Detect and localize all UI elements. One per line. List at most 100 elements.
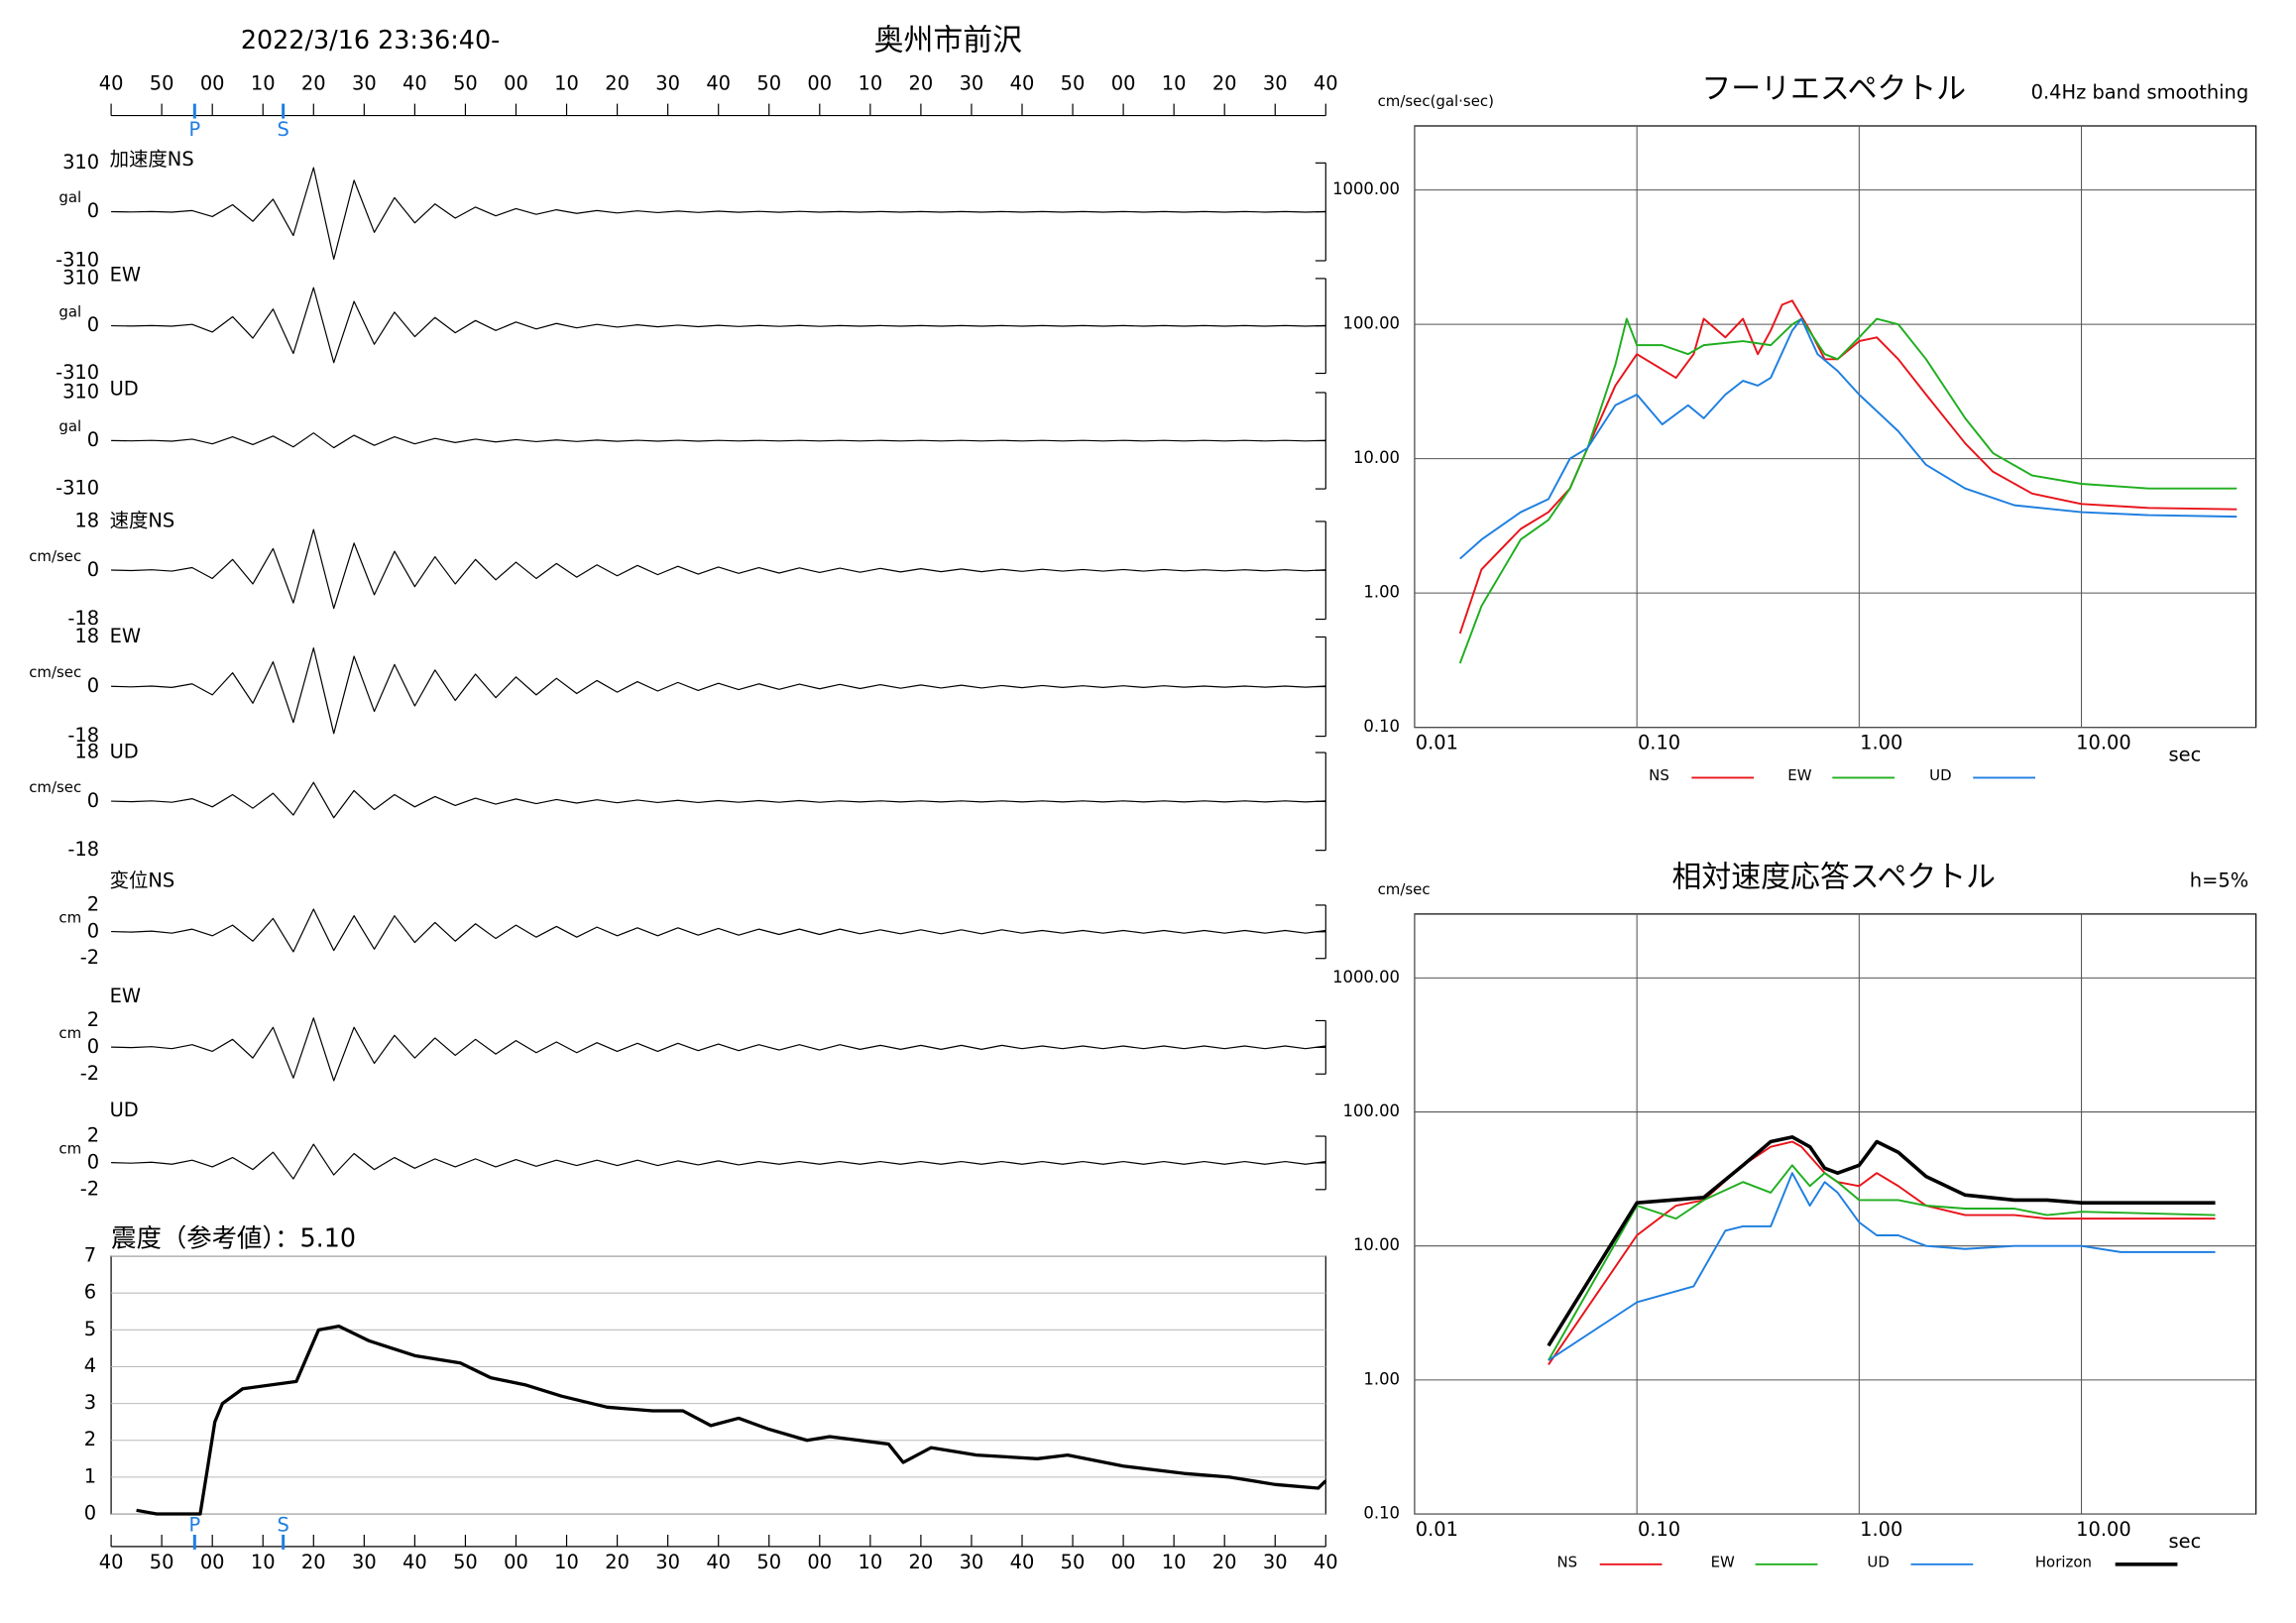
y-tick-label: -2 [80,946,99,969]
chart-title: 相対速度応答スペクトル [1672,861,1997,895]
legend-label: NS [1557,1553,1578,1570]
unit-label: gal [58,302,81,320]
x-tick-label: 30 [352,1551,377,1573]
x-axis-label: sec [2169,1530,2202,1553]
y-tick-label: 1000.00 [1332,968,1400,986]
x-tick-label: 00 [807,1551,832,1573]
legend-label: UD [1867,1553,1889,1570]
y-tick-label: 18 [74,625,99,647]
chart-subtitle: 0.4Hz band smoothing [2031,81,2249,104]
x-tick-label: 30 [352,72,377,95]
unit-label: cm [58,908,81,926]
y-tick-label: 18 [74,741,99,763]
subtitle: 2022/3/16 23:36:40- [241,25,500,55]
chart-title: 震度（参考値）：5.10 [111,1223,356,1253]
x-tick-label: 20 [605,1551,630,1573]
x-tick-label: 30 [655,1551,680,1573]
y-tick-label: -310 [56,361,99,384]
y-tick-label: 310 [62,151,99,174]
y-tick-label: -2 [80,1177,99,1200]
y-tick-label: 100.00 [1343,1101,1400,1120]
x-tick-label: 40 [402,72,427,95]
x-tick-label: 50 [756,1551,781,1573]
x-tick-label: 1.00 [1860,732,1902,754]
unit-label: gal [58,417,81,435]
x-tick-label: 20 [909,1551,934,1573]
waveform-trace [111,1017,1326,1082]
y-tick-label: -310 [56,248,99,271]
x-tick-label: 50 [150,1551,174,1573]
y-tick-label: 2 [87,1124,99,1147]
y-tick-label: 0 [87,1035,99,1058]
y-tick-label: 18 [74,509,99,531]
y-tick-label: -18 [67,724,99,747]
x-tick-label: 10.00 [2076,732,2131,754]
x-tick-label: 1.00 [1860,1518,1902,1541]
y-tick-label: 0.10 [1363,717,1400,736]
y-tick-label: 7 [84,1244,96,1267]
x-tick-label: 50 [453,72,478,95]
x-tick-label: 10.00 [2076,1518,2131,1541]
y-tick-label: 0 [84,1502,96,1525]
phase-label: P [188,118,200,141]
x-tick-label: 00 [1111,1551,1136,1573]
title: 奥州市前沢 [874,23,1023,58]
spectrum-line [1458,317,2238,664]
x-tick-label: 10 [251,72,276,95]
x-tick-label: 10 [858,1551,882,1573]
trace-name: 速度NS [110,509,175,531]
y-tick-label: 0 [87,674,99,697]
x-axis-label: sec [2169,744,2202,766]
chart-subtitle: h=5% [2190,869,2248,892]
y-tick-label: 1.00 [1363,1369,1400,1388]
spectrum-line [1459,317,2238,560]
x-tick-label: 40 [1010,72,1035,95]
x-tick-label: 40 [1314,72,1338,95]
x-tick-label: 20 [605,72,630,95]
x-tick-label: 0.01 [1416,732,1458,754]
y-tick-label: 3 [84,1391,96,1414]
x-tick-label: 30 [960,1551,984,1573]
y-tick-label: 1000.00 [1332,179,1400,198]
y-tick-label: 4 [84,1354,96,1377]
x-tick-label: 00 [200,1551,225,1573]
x-tick-label: 20 [1212,72,1237,95]
x-tick-label: 20 [909,72,934,95]
legend-label: EW [1787,766,1811,784]
trace-name: UD [110,377,139,400]
y-tick-label: 0 [87,428,99,451]
y-tick-label: 100.00 [1343,314,1400,333]
x-tick-label: 10 [1162,72,1187,95]
unit-label: cm/sec [29,663,81,681]
x-tick-label: 40 [1314,1551,1338,1573]
intensity-line [136,1324,1327,1516]
trace-name: UD [110,1099,139,1121]
waveform-trace [111,432,1326,449]
waveform-trace [111,528,1326,610]
legend-label: NS [1649,766,1669,784]
x-tick-label: 20 [301,72,326,95]
y-tick-label: 0 [87,558,99,581]
y-tick-label: 5 [84,1318,96,1340]
x-tick-label: 0.10 [1638,1518,1680,1541]
x-tick-label: 10 [554,1551,579,1573]
x-tick-label: 50 [756,72,781,95]
trace-name: EW [110,625,141,647]
x-tick-label: 50 [1061,1551,1086,1573]
legend-label: EW [1711,1553,1735,1570]
x-tick-label: 50 [453,1551,478,1573]
waveform-trace [111,781,1326,819]
unit-label: gal [58,188,81,206]
y-tick-label: 10.00 [1353,448,1400,467]
x-tick-label: 0.01 [1416,1518,1458,1541]
legend-label: Horizon [2035,1553,2092,1570]
x-tick-label: 40 [706,72,731,95]
y-axis-label: cm/sec [1378,880,1431,898]
trace-name: EW [110,985,141,1007]
x-tick-label: 40 [99,1551,124,1573]
x-tick-label: 00 [504,1551,528,1573]
y-tick-label: 0 [87,313,99,336]
x-tick-label: 40 [402,1551,427,1573]
phase-label: S [277,118,288,141]
